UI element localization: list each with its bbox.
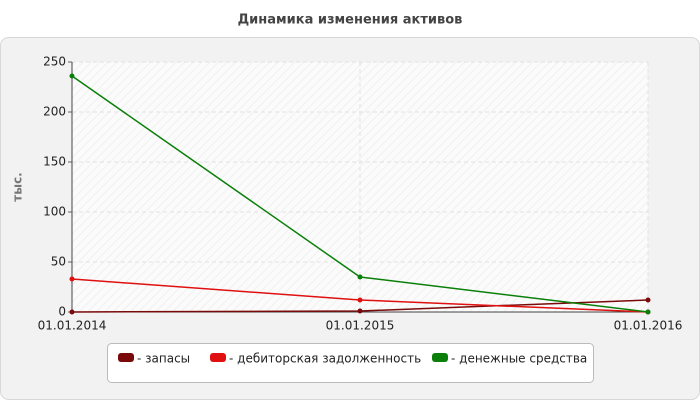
legend-label: - денежные средства xyxy=(451,352,587,366)
point xyxy=(357,297,363,303)
plot-area xyxy=(72,62,648,312)
legend xyxy=(107,343,594,383)
point xyxy=(645,309,651,315)
legend-swatch xyxy=(432,353,448,362)
legend-label: - дебиторская задолженность xyxy=(229,352,421,366)
chart-title: Динамика изменения активов xyxy=(238,13,463,28)
x-tick-label: 01.01.2014 xyxy=(38,319,107,333)
legend-swatch xyxy=(210,353,226,362)
y-tick-label: 100 xyxy=(43,205,66,219)
y-tick-label: 250 xyxy=(43,55,66,69)
y-tick-label: 50 xyxy=(51,255,66,269)
y-tick-label: 150 xyxy=(43,155,66,169)
point xyxy=(69,309,75,315)
x-tick-label: 01.01.2016 xyxy=(614,319,683,333)
point xyxy=(645,297,651,303)
legend-label: - запасы xyxy=(137,352,190,366)
legend-swatch xyxy=(118,353,134,362)
y-tick-label: 200 xyxy=(43,105,66,119)
x-tick-label: 01.01.2015 xyxy=(326,319,395,333)
point xyxy=(69,276,75,282)
point xyxy=(357,308,363,314)
point xyxy=(69,73,75,79)
y-axis-label: тыс. xyxy=(11,172,25,201)
y-tick-label: 0 xyxy=(58,305,66,319)
point xyxy=(357,274,363,280)
